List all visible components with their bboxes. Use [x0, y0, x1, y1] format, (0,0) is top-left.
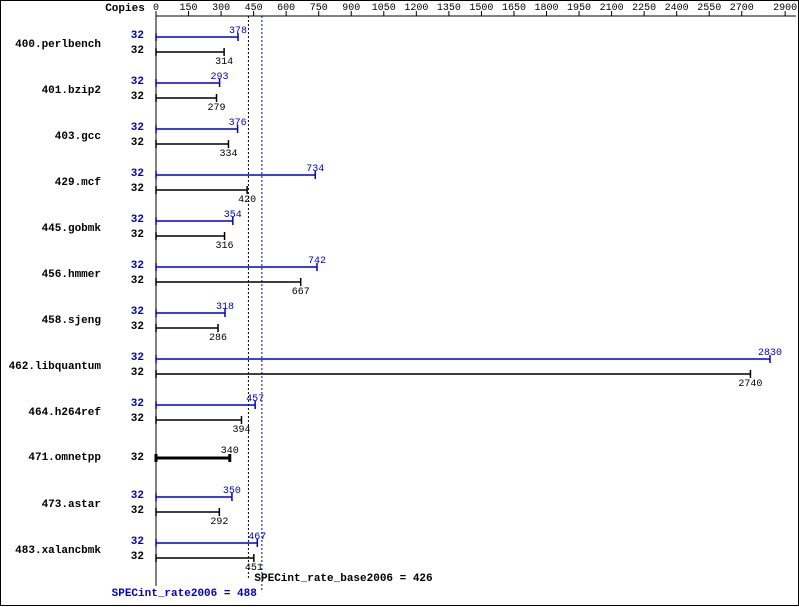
benchmark-label: 429.mcf	[1, 177, 101, 189]
benchmark-label: 483.xalancbmk	[1, 545, 101, 557]
svg-text:2100: 2100	[600, 3, 624, 14]
benchmark-label: 462.libquantum	[1, 361, 101, 373]
svg-text:451: 451	[245, 563, 263, 574]
copies-value-peak: 32	[116, 398, 144, 410]
copies-value-peak: 32	[116, 168, 144, 180]
svg-text:350: 350	[223, 486, 241, 497]
copies-value-base: 32	[116, 551, 144, 563]
copies-value-peak: 32	[116, 260, 144, 272]
copies-value-peak: 32	[116, 490, 144, 502]
copies-value-base: 32	[116, 45, 144, 57]
benchmark-label: 445.gobmk	[1, 223, 101, 235]
benchmark-label: 473.astar	[1, 499, 101, 511]
copies-value-peak: 32	[116, 352, 144, 364]
svg-text:734: 734	[306, 164, 324, 175]
svg-text:420: 420	[238, 195, 256, 206]
benchmark-label: 464.h264ref	[1, 407, 101, 419]
copies-value-peak: 32	[116, 30, 144, 42]
benchmark-label: 403.gcc	[1, 131, 101, 143]
svg-text:457: 457	[246, 394, 264, 405]
svg-text:286: 286	[209, 333, 227, 344]
benchmark-label: 471.omnetpp	[1, 452, 101, 464]
copies-value-peak: 32	[116, 536, 144, 548]
svg-text:SPECint_rate_base2006 = 426: SPECint_rate_base2006 = 426	[254, 573, 432, 585]
svg-text:1800: 1800	[535, 3, 559, 14]
copies-value-base: 32	[116, 367, 144, 379]
svg-text:467: 467	[248, 532, 266, 543]
svg-text:300: 300	[212, 3, 230, 14]
svg-text:600: 600	[277, 3, 295, 14]
svg-text:2740: 2740	[738, 379, 762, 390]
copies-value-base: 32	[116, 321, 144, 333]
svg-text:2250: 2250	[632, 3, 656, 14]
svg-text:742: 742	[308, 256, 326, 267]
benchmark-label: 458.sjeng	[1, 315, 101, 327]
svg-text:354: 354	[224, 210, 242, 221]
svg-text:900: 900	[342, 3, 360, 14]
svg-text:2700: 2700	[730, 3, 754, 14]
svg-text:378: 378	[229, 26, 247, 37]
svg-text:1950: 1950	[567, 3, 591, 14]
svg-text:667: 667	[292, 287, 310, 298]
svg-text:2900: 2900	[773, 3, 797, 14]
svg-text:318: 318	[216, 302, 234, 313]
copies-value-base: 32	[116, 505, 144, 517]
svg-text:334: 334	[219, 149, 237, 160]
svg-text:340: 340	[221, 446, 239, 457]
svg-text:1200: 1200	[404, 3, 428, 14]
svg-text:279: 279	[208, 103, 226, 114]
benchmark-label: 401.bzip2	[1, 85, 101, 97]
copies-value-base: 32	[116, 137, 144, 149]
svg-text:2830: 2830	[758, 348, 782, 359]
benchmark-label: 456.hmmer	[1, 269, 101, 281]
svg-text:314: 314	[215, 57, 233, 68]
svg-text:2400: 2400	[665, 3, 689, 14]
copies-value-base: 32	[116, 275, 144, 287]
svg-text:750: 750	[310, 3, 328, 14]
copies-value-peak: 32	[116, 122, 144, 134]
svg-text:1350: 1350	[437, 3, 461, 14]
copies-value-base: 32	[116, 183, 144, 195]
copies-value: 32	[116, 452, 144, 464]
svg-text:376: 376	[229, 118, 247, 129]
copies-value-peak: 32	[116, 306, 144, 318]
copies-value-base: 32	[116, 413, 144, 425]
benchmark-label: 400.perlbench	[1, 39, 101, 51]
svg-text:1650: 1650	[502, 3, 526, 14]
svg-text:150: 150	[180, 3, 198, 14]
svg-text:292: 292	[210, 517, 228, 528]
svg-text:1050: 1050	[372, 3, 396, 14]
svg-text:450: 450	[245, 3, 263, 14]
copies-value-peak: 32	[116, 214, 144, 226]
copies-value-base: 32	[116, 91, 144, 103]
copies-value-base: 32	[116, 229, 144, 241]
svg-text:1500: 1500	[469, 3, 493, 14]
svg-text:SPECint_rate2006 = 488: SPECint_rate2006 = 488	[112, 588, 258, 600]
copies-value-peak: 32	[116, 76, 144, 88]
svg-text:293: 293	[211, 72, 229, 83]
svg-text:394: 394	[232, 425, 250, 436]
spec-chart: Copies 015030045060075090010501200135015…	[0, 0, 799, 606]
svg-text:2550: 2550	[697, 3, 721, 14]
svg-text:316: 316	[216, 241, 234, 252]
svg-text:0: 0	[153, 3, 159, 14]
